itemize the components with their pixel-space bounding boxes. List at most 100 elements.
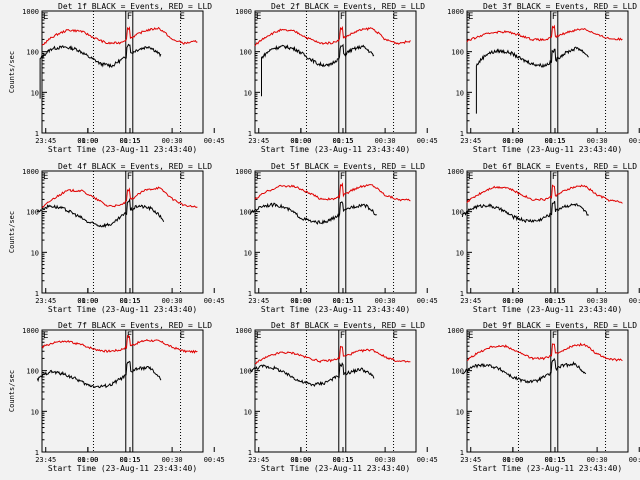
y-tick-label: 1000 (235, 327, 252, 335)
x-tick-label: 01:00 (290, 456, 311, 464)
x-tick-label: 00:30 (587, 137, 608, 145)
x-tick-label: 00:45 (629, 137, 640, 145)
series-lld-line (466, 24, 623, 43)
y-tick-label: 1000 (447, 168, 464, 176)
y-tick-label: 1000 (235, 168, 252, 176)
x-tick-label: 23:45 (460, 137, 481, 145)
marker-label: E (180, 331, 185, 341)
y-tick-label: 100 (26, 49, 39, 57)
y-tick-label: 100 (451, 209, 464, 217)
chart-panel: Det 5f BLACK = Events, RED = LLD 1 10 100 10… (235, 162, 438, 314)
x-axis-label: Start Time (23-Aug-11 23:43:40) (473, 464, 622, 473)
x-tick-label: 01:00 (502, 456, 523, 464)
panel-title: Det 1f BLACK = Events, RED = LLD (58, 2, 212, 11)
marker-label: F (552, 12, 557, 22)
x-tick-label: 00:45 (417, 456, 438, 464)
marker-label: E (393, 12, 398, 22)
panel-title: Det 3f BLACK = Events, RED = LLD (483, 2, 637, 11)
y-tick-label: 10 (31, 89, 39, 97)
marker-label: E (393, 331, 398, 341)
panel-title: Det 8f BLACK = Events, RED = LLD (271, 321, 425, 330)
chart-panel: Det 3f BLACK = Events, RED = LLD 1 10 100 10… (447, 2, 640, 154)
panel-title: Det 7f BLACK = Events, RED = LLD (58, 321, 212, 330)
marker-label: F (127, 12, 132, 22)
x-tick-label: 01:15 (332, 456, 353, 464)
x-tick-label: 01:15 (544, 456, 565, 464)
x-tick-label: 01:00 (77, 297, 98, 305)
x-tick-label: 00:00 (77, 456, 98, 464)
marker-label: E (256, 172, 261, 182)
x-tick-label: 23:45 (248, 456, 269, 464)
marker-label: F (340, 331, 345, 341)
x-tick-label: 00:15 (119, 137, 140, 145)
y-axis-label: Counts/sec (8, 211, 16, 253)
x-tick-label: 00:45 (629, 297, 640, 305)
y-tick-label: 1 (248, 130, 252, 138)
x-tick-label: 00:45 (204, 137, 225, 145)
series-events-line (249, 362, 375, 388)
y-tick-label: 10 (244, 408, 252, 416)
x-axis-label: Start Time (23-Aug-11 23:43:40) (473, 305, 622, 314)
y-tick-label: 1000 (22, 327, 39, 335)
x-tick-label: 00:00 (290, 297, 311, 305)
x-tick-label: 00:30 (162, 137, 183, 145)
chart-panel: Det 1f BLACK = Events, RED = LLD 1 10 100 10… (8, 2, 225, 154)
x-tick-label: 23:45 (460, 456, 481, 464)
marker-label: E (180, 172, 185, 182)
y-tick-label: 100 (26, 209, 39, 217)
y-tick-label: 10 (456, 408, 464, 416)
y-tick-label: 10 (456, 89, 464, 97)
x-tick-label: 00:15 (332, 137, 353, 145)
plot-frame (254, 329, 417, 453)
chart-panel: Det 7f BLACK = Events, RED = LLD 1 10 100 10… (8, 321, 225, 473)
x-tick-label: 01:15 (544, 137, 565, 145)
chart-panel: Det 8f BLACK = Events, RED = LLD 1 10 100 10… (235, 321, 438, 473)
panel-title: Det 4f BLACK = Events, RED = LLD (58, 162, 212, 171)
y-tick-label: 100 (239, 368, 252, 376)
x-tick-label: 00:00 (77, 297, 98, 305)
x-tick-label: 01:15 (544, 297, 565, 305)
x-tick-label: 00:00 (77, 137, 98, 145)
x-axis-label: Start Time (23-Aug-11 23:43:40) (48, 145, 197, 154)
marker-label: E (43, 172, 48, 182)
x-tick-label: 01:00 (77, 456, 98, 464)
marker-label: E (605, 172, 610, 182)
x-axis-label: Start Time (23-Aug-11 23:43:40) (261, 464, 410, 473)
y-tick-label: 1 (35, 130, 39, 138)
y-tick-label: 10 (31, 249, 39, 257)
x-tick-label: 00:45 (417, 297, 438, 305)
panel-title: Det 6f BLACK = Events, RED = LLD (483, 162, 637, 171)
y-tick-label: 100 (239, 49, 252, 57)
x-tick-label: 01:00 (77, 137, 98, 145)
x-tick-label: 23:45 (248, 297, 269, 305)
x-tick-label: 01:00 (502, 297, 523, 305)
y-tick-label: 1 (248, 290, 252, 298)
x-tick-label: 00:00 (290, 456, 311, 464)
x-tick-label: 01:15 (119, 456, 140, 464)
marker-label: E (468, 331, 473, 341)
plot-frame (466, 10, 629, 134)
x-tick-label: 01:15 (332, 137, 353, 145)
series-events-line (261, 43, 375, 97)
chart-panel: Det 2f BLACK = Events, RED = LLD 1 10 100 10… (235, 2, 438, 154)
series-events-line (461, 200, 589, 223)
plot-frame (41, 329, 204, 453)
series-lld-line (254, 182, 411, 202)
marker-label: E (468, 172, 473, 182)
x-tick-label: 23:45 (248, 137, 269, 145)
x-tick-label: 00:15 (119, 297, 140, 305)
y-axis-label: Counts/sec (8, 51, 16, 93)
plot-frame (466, 170, 629, 294)
x-tick-label: 00:15 (544, 456, 565, 464)
marker-label: F (552, 172, 557, 182)
marker-label: E (256, 331, 261, 341)
y-tick-label: 1000 (235, 8, 252, 16)
marker-label: E (605, 12, 610, 22)
x-tick-label: 00:30 (375, 137, 396, 145)
y-tick-label: 1000 (447, 327, 464, 335)
y-tick-label: 100 (451, 49, 464, 57)
y-tick-label: 1 (460, 130, 464, 138)
x-axis-label: Start Time (23-Aug-11 23:43:40) (48, 305, 197, 314)
x-tick-label: 00:45 (629, 456, 640, 464)
y-tick-label: 10 (244, 89, 252, 97)
